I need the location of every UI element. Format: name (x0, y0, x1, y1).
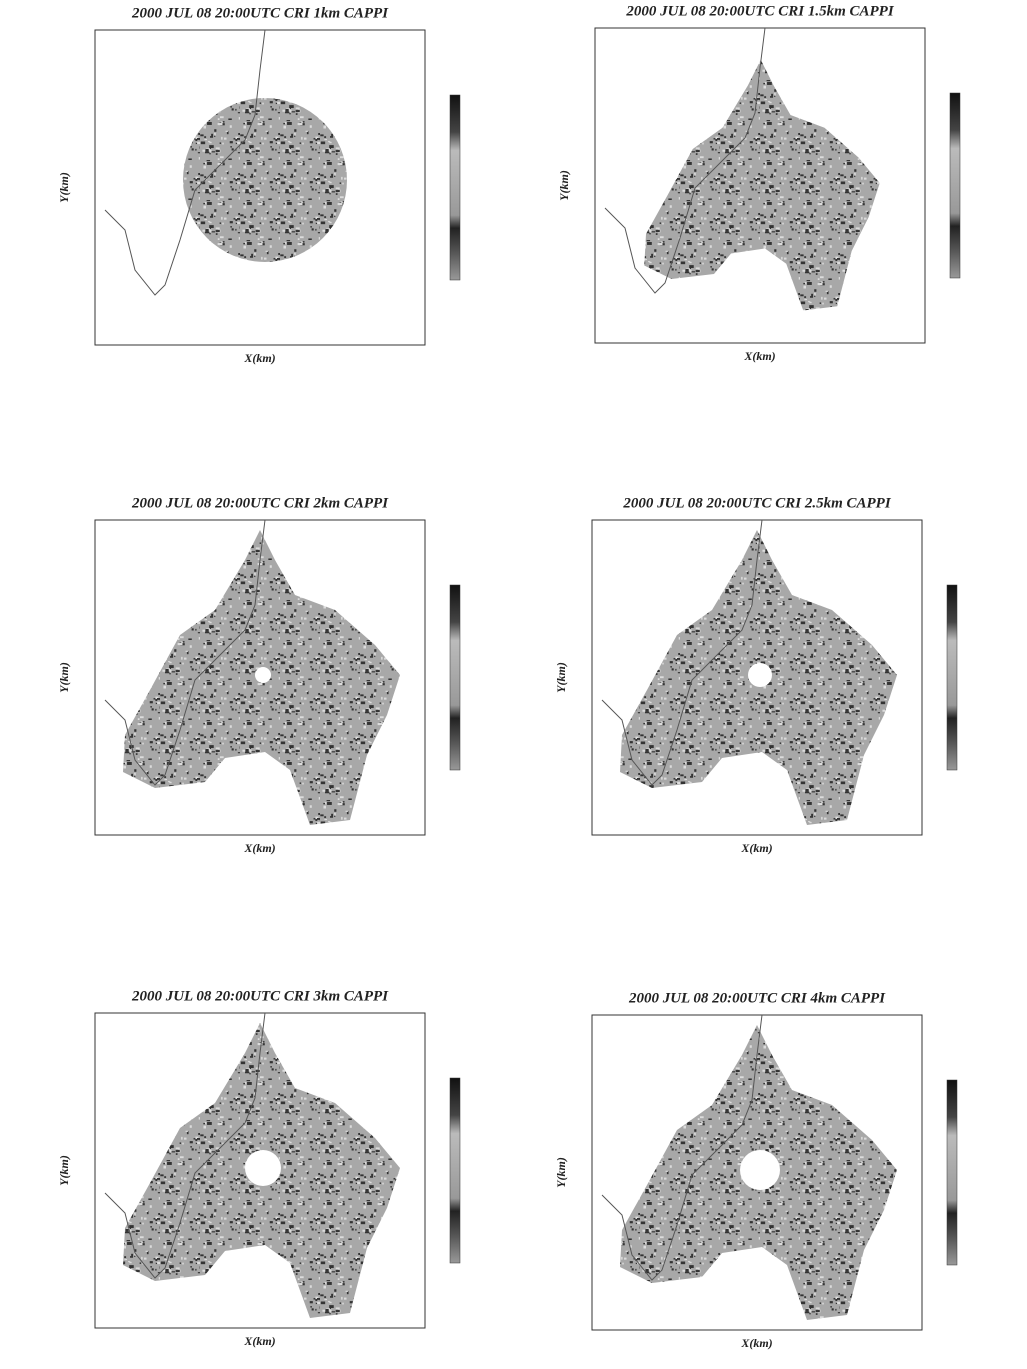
radar-panel: 2000 JUL 08 20:00UTC CRI 2km CAPPI X(km) Y… (57, 495, 461, 855)
radar-panel: 2000 JUL 08 20:00UTC CRI 2.5km CAPPI X(km… (554, 495, 958, 855)
y-axis-label: Y(km) (554, 662, 568, 693)
coastline (104, 29, 266, 296)
panel-title: 2000 JUL 08 20:00UTC CRI 2.5km CAPPI (622, 495, 892, 511)
x-axis-label: X(km) (743, 349, 775, 363)
coastline (104, 1012, 266, 1279)
panel-title: 2000 JUL 08 20:00UTC CRI 3km CAPPI (131, 988, 389, 1004)
colorbar (449, 1077, 461, 1264)
panel-title: 2000 JUL 08 20:00UTC CRI 4km CAPPI (628, 990, 886, 1006)
y-axis-label: Y(km) (57, 662, 71, 693)
radar-echo (183, 98, 347, 262)
colorbar (946, 1079, 958, 1266)
panel-title: 2000 JUL 08 20:00UTC CRI 1km CAPPI (131, 5, 389, 21)
coastline (601, 519, 763, 786)
panel-title: 2000 JUL 08 20:00UTC CRI 1.5km CAPPI (625, 3, 895, 19)
y-axis-label: Y(km) (57, 1155, 71, 1186)
echo-gap (697, 1270, 787, 1310)
y-axis-label: Y(km) (554, 1157, 568, 1188)
colorbar (449, 584, 461, 771)
echo-gap (200, 775, 290, 815)
echo-gap (200, 1268, 290, 1308)
coastline (604, 27, 766, 294)
radar-gap (740, 1150, 780, 1190)
x-axis-label: X(km) (243, 1334, 275, 1348)
radar-gap (245, 1150, 281, 1186)
radar-panel: 2000 JUL 08 20:00UTC CRI 4km CAPPI X(km) Y… (554, 990, 958, 1350)
x-axis-label: X(km) (243, 841, 275, 855)
panel-title: 2000 JUL 08 20:00UTC CRI 2km CAPPI (131, 495, 389, 511)
radar-echo (644, 59, 880, 311)
radar-panel: 2000 JUL 08 20:00UTC CRI 1.5km CAPPI X(km… (557, 3, 961, 363)
coastline (104, 519, 266, 786)
y-axis-label: Y(km) (557, 170, 571, 201)
colorbar (949, 92, 961, 279)
radar-panel: 2000 JUL 08 20:00UTC CRI 3km CAPPI X(km) Y… (57, 988, 461, 1348)
y-axis-label: Y(km) (57, 172, 71, 203)
echo-gap (697, 775, 787, 815)
colorbar (449, 94, 461, 281)
radar-gap (748, 663, 772, 687)
radar-gap (255, 667, 271, 683)
coastline (601, 1014, 763, 1281)
radar-panel: 2000 JUL 08 20:00UTC CRI 1km CAPPI X(km) Y… (57, 5, 461, 365)
x-axis-label: X(km) (740, 1336, 772, 1350)
x-axis-label: X(km) (243, 351, 275, 365)
x-axis-label: X(km) (740, 841, 772, 855)
colorbar (946, 584, 958, 771)
